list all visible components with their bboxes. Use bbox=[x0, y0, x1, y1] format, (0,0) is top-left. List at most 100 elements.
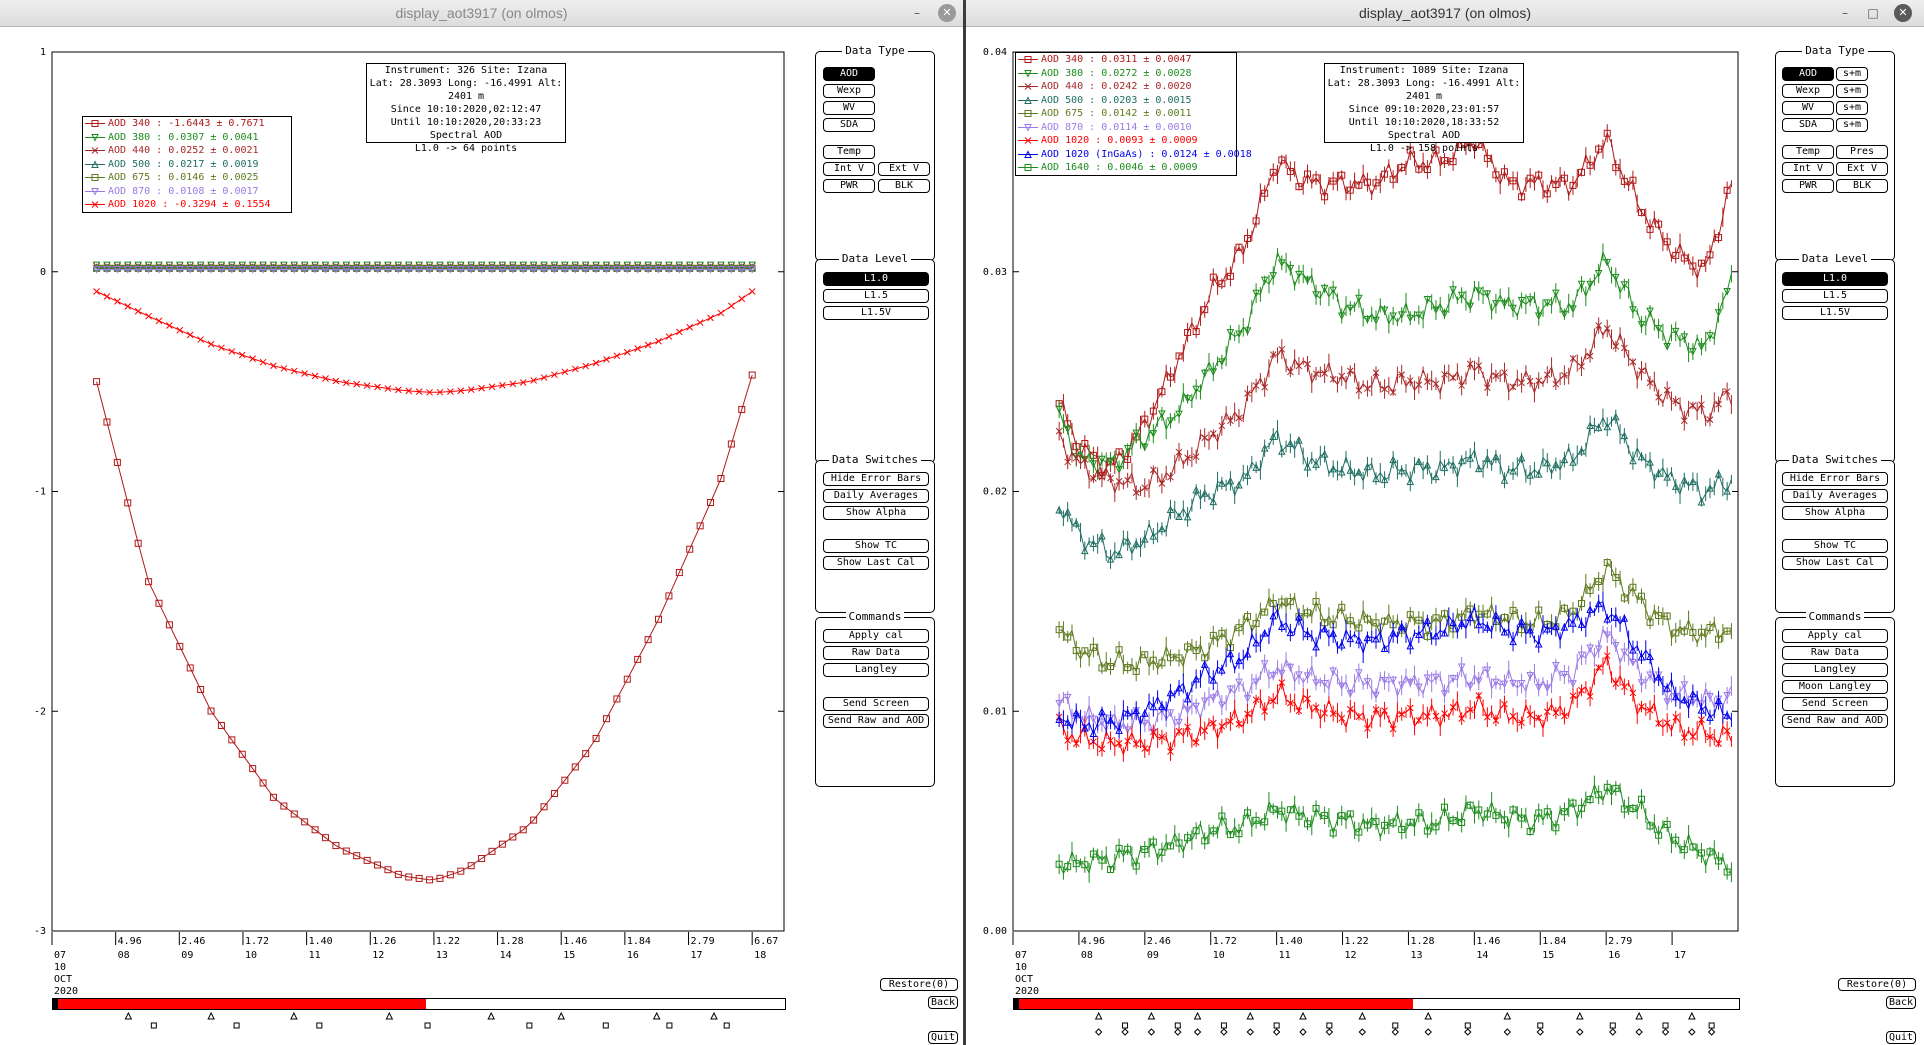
data-point bbox=[1209, 368, 1218, 376]
pwr-button[interactable]: PWR bbox=[1782, 179, 1834, 193]
aod-sm-button[interactable]: s+m bbox=[1836, 67, 1868, 81]
apply-cal-button[interactable]: Apply cal bbox=[823, 629, 929, 643]
data-point bbox=[1629, 306, 1637, 314]
data-point bbox=[103, 418, 111, 426]
sda-sm-button[interactable]: s+m bbox=[1836, 118, 1868, 132]
measurement-marker-icon bbox=[1503, 1011, 1512, 1020]
data-point bbox=[467, 266, 476, 274]
restore-button[interactable]: Restore(0) bbox=[880, 978, 958, 991]
data-point bbox=[1166, 688, 1175, 697]
temp-button[interactable]: Temp bbox=[823, 145, 875, 159]
data-point bbox=[1483, 290, 1492, 299]
int-v-button[interactable]: Int V bbox=[1782, 162, 1834, 176]
data-point bbox=[1595, 664, 1603, 671]
left-plot[interactable]: 10-1-2-307 08 09 10 11 12 13 14 15 16 17 184.96 2.46… bbox=[0, 27, 963, 1045]
hide-error-bars-button[interactable]: Hide Error Bars bbox=[823, 472, 929, 486]
data-point bbox=[259, 266, 267, 274]
data-point bbox=[1492, 452, 1500, 461]
raw-data-button[interactable]: Raw Data bbox=[1782, 646, 1888, 660]
wv-button[interactable]: WV bbox=[823, 101, 875, 115]
moon-langley-button[interactable]: Moon Langley bbox=[1782, 680, 1888, 694]
show-last-cal-button[interactable]: Show Last Cal bbox=[1782, 556, 1888, 570]
wexp-button[interactable]: Wexp bbox=[823, 84, 875, 98]
close-icon[interactable]: ✕ bbox=[1894, 4, 1912, 22]
blk-button[interactable]: BLK bbox=[1836, 179, 1888, 193]
apply-cal-button[interactable]: Apply cal bbox=[1782, 629, 1888, 643]
aod-button[interactable]: AOD bbox=[1782, 67, 1834, 81]
right-progress-bar[interactable] bbox=[1013, 998, 1740, 1010]
send-screen-button[interactable]: Send Screen bbox=[823, 697, 929, 711]
data-point bbox=[1329, 667, 1337, 676]
show-alpha-button[interactable]: Show Alpha bbox=[823, 506, 929, 520]
wv-sm-button[interactable]: s+m bbox=[1836, 101, 1868, 115]
daily-averages-button[interactable]: Daily Averages bbox=[1782, 489, 1888, 503]
data-point bbox=[1149, 466, 1157, 474]
data-point bbox=[217, 721, 225, 729]
sda-button[interactable]: SDA bbox=[823, 118, 875, 132]
ext-v-button[interactable]: Ext V bbox=[1836, 162, 1888, 176]
level-l15-button[interactable]: L1.5 bbox=[823, 289, 929, 303]
ext-v-button[interactable]: Ext V bbox=[878, 162, 930, 176]
data-point bbox=[1149, 838, 1157, 846]
data-point bbox=[1423, 166, 1431, 174]
hide-error-bars-button[interactable]: Hide Error Bars bbox=[1782, 472, 1888, 486]
back-button[interactable]: Back bbox=[1886, 996, 1916, 1009]
x-hour-label: 15 bbox=[1542, 950, 1554, 961]
data-point bbox=[1140, 443, 1149, 452]
level-l10-button[interactable]: L1.0 bbox=[1782, 272, 1888, 286]
data-point bbox=[1526, 711, 1534, 719]
minimize-icon[interactable]: – bbox=[914, 6, 920, 20]
data-point bbox=[238, 351, 246, 359]
send-raw-and-aod-button[interactable]: Send Raw and AOD bbox=[823, 714, 929, 728]
level-l15v-button[interactable]: L1.5V bbox=[823, 306, 929, 320]
raw-data-button[interactable]: Raw Data bbox=[823, 646, 929, 660]
data-point bbox=[1406, 611, 1414, 619]
data-point bbox=[1655, 393, 1662, 401]
show-tc-button[interactable]: Show TC bbox=[1782, 539, 1888, 553]
data-point bbox=[1432, 380, 1440, 388]
int-v-button[interactable]: Int V bbox=[823, 162, 875, 176]
left-progress-bar[interactable] bbox=[52, 998, 786, 1010]
right-plot[interactable]: 0.04 0.03 0.02 0.01 0.00 07 08 09 10 11 12 13 14 15 16… bbox=[966, 27, 1924, 1045]
send-raw-and-aod-button[interactable]: Send Raw and AOD bbox=[1782, 714, 1888, 728]
daily-averages-button[interactable]: Daily Averages bbox=[823, 489, 929, 503]
data-point bbox=[91, 133, 99, 142]
data-point bbox=[384, 385, 392, 392]
measurement-marker-icon bbox=[1174, 1028, 1182, 1036]
data-point bbox=[1024, 110, 1032, 117]
level-l10-button[interactable]: L1.0 bbox=[823, 272, 929, 286]
temp-button[interactable]: Temp bbox=[1782, 145, 1834, 159]
maximize-icon[interactable]: □ bbox=[1867, 6, 1879, 20]
show-tc-button[interactable]: Show TC bbox=[823, 539, 929, 553]
data-point bbox=[91, 201, 99, 208]
wexp-button[interactable]: Wexp bbox=[1782, 84, 1834, 98]
data-point bbox=[1398, 163, 1406, 171]
show-alpha-button[interactable]: Show Alpha bbox=[1782, 506, 1888, 520]
back-button[interactable]: Back bbox=[928, 996, 958, 1009]
pwr-button[interactable]: PWR bbox=[823, 179, 875, 193]
blk-button[interactable]: BLK bbox=[878, 179, 930, 193]
langley-button[interactable]: Langley bbox=[823, 663, 929, 677]
level-l15v-button[interactable]: L1.5V bbox=[1782, 306, 1888, 320]
quit-button[interactable]: Quit bbox=[928, 1031, 958, 1044]
wexp-sm-button[interactable]: s+m bbox=[1836, 84, 1868, 98]
aod-button[interactable]: AOD bbox=[823, 67, 875, 81]
restore-button[interactable]: Restore(0) bbox=[1838, 978, 1916, 991]
data-point bbox=[1723, 692, 1731, 700]
sda-button[interactable]: SDA bbox=[1782, 118, 1834, 132]
show-last-cal-button[interactable]: Show Last Cal bbox=[823, 556, 929, 570]
series-aod-1020-ingaas- bbox=[1055, 592, 1732, 744]
y-tick-label: 0.02 bbox=[983, 487, 1007, 498]
langley-button[interactable]: Langley bbox=[1782, 663, 1888, 677]
quit-button[interactable]: Quit bbox=[1886, 1031, 1916, 1044]
legend-value: : 0.0217 ± 0.0019 bbox=[150, 158, 259, 170]
data-point bbox=[1363, 821, 1371, 829]
data-point bbox=[1501, 700, 1508, 708]
close-icon[interactable]: ✕ bbox=[938, 4, 956, 22]
minimize-icon[interactable]: – bbox=[1842, 6, 1848, 20]
pres-button[interactable]: Pres bbox=[1836, 145, 1888, 159]
data-point bbox=[1124, 737, 1132, 745]
send-screen-button[interactable]: Send Screen bbox=[1782, 697, 1888, 711]
wv-button[interactable]: WV bbox=[1782, 101, 1834, 115]
level-l15-button[interactable]: L1.5 bbox=[1782, 289, 1888, 303]
